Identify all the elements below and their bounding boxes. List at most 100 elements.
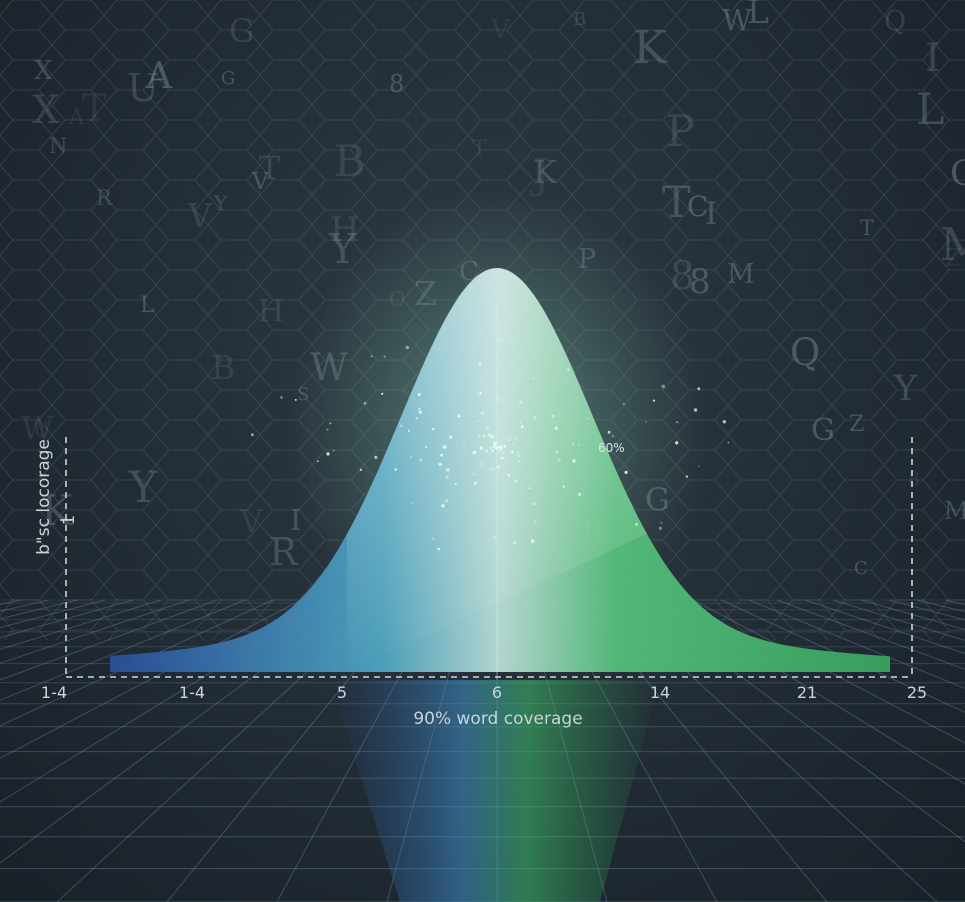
particle — [487, 433, 490, 436]
particle — [623, 403, 625, 405]
background-glyph: U — [127, 66, 159, 110]
particle — [515, 446, 517, 448]
particle — [495, 447, 498, 449]
x-tick-label-7: 25 — [907, 683, 927, 702]
particle — [418, 407, 421, 410]
particle — [493, 443, 496, 446]
particle — [505, 376, 508, 380]
particle — [562, 485, 565, 488]
particle — [503, 444, 507, 448]
background-glyph: G — [811, 413, 835, 448]
particle — [431, 427, 435, 431]
particle — [507, 439, 510, 441]
particle — [507, 473, 511, 477]
particle — [500, 456, 504, 460]
background-glyph: B — [573, 9, 586, 30]
particle — [607, 430, 611, 434]
background-glyph: B — [211, 348, 235, 387]
particle — [383, 355, 386, 358]
particle — [410, 502, 413, 505]
background-glyph: Y — [213, 191, 228, 215]
particle — [480, 411, 485, 415]
curve-highlight — [347, 268, 647, 672]
background-glyph: C — [687, 190, 708, 223]
particle — [517, 452, 519, 454]
axis-frame — [65, 437, 913, 678]
particle — [727, 442, 729, 444]
floor-grid-line — [0, 599, 190, 664]
particle — [554, 426, 558, 430]
particle — [477, 420, 480, 422]
background-glyph: R — [269, 530, 299, 574]
particle — [676, 421, 679, 424]
particle — [431, 537, 435, 540]
particle — [445, 499, 448, 503]
floor-grid-line — [0, 599, 78, 620]
background-glyph: O — [950, 154, 965, 194]
particle — [490, 435, 495, 439]
particle — [449, 435, 453, 439]
particle — [495, 447, 498, 450]
background-glyph: I — [925, 36, 940, 81]
particle — [473, 481, 478, 486]
background-glyph: X — [32, 88, 60, 133]
background-glyph: T — [472, 137, 487, 162]
background-glyph: M — [940, 218, 965, 271]
particle — [326, 428, 329, 431]
particle — [551, 414, 555, 418]
particle — [478, 434, 481, 437]
particle — [294, 398, 297, 401]
particle — [512, 443, 515, 445]
particle — [498, 444, 502, 448]
particle — [332, 449, 335, 452]
background-glyph: T — [82, 87, 107, 130]
particle — [532, 377, 535, 380]
particle — [462, 443, 466, 447]
background-glyph: K — [633, 21, 668, 74]
background-glyph: X — [34, 56, 53, 86]
particle — [446, 468, 450, 472]
particle — [490, 446, 494, 450]
particle — [480, 462, 484, 466]
particle — [410, 455, 413, 458]
y-axis-title: b"sc locorage — [34, 439, 54, 555]
background-glyph: W — [21, 409, 54, 447]
particle — [557, 458, 561, 462]
particle — [661, 384, 665, 389]
particle — [326, 452, 330, 456]
particle — [280, 396, 283, 399]
particle — [437, 547, 441, 551]
floor-grid-line — [720, 599, 965, 713]
particle — [660, 522, 663, 524]
particle — [442, 445, 447, 449]
floor-grid-line — [0, 599, 218, 681]
floor-grid-line — [0, 599, 50, 612]
background-glyph: J — [529, 150, 549, 198]
background-glyph: B — [334, 137, 366, 187]
floor-grid-line — [944, 599, 965, 606]
floor-grid-line — [0, 599, 274, 727]
particle — [697, 465, 700, 468]
particle — [493, 445, 496, 448]
particle — [722, 420, 726, 424]
particle — [517, 454, 521, 458]
particle — [624, 470, 628, 474]
particle — [483, 434, 486, 438]
particle — [634, 522, 639, 526]
floor-grid-line — [860, 599, 965, 630]
particles — [251, 339, 729, 551]
background-glyph: K — [533, 153, 558, 191]
particle — [370, 355, 373, 358]
background-glyph: G — [229, 12, 255, 50]
particle — [491, 449, 494, 453]
particle — [658, 526, 662, 530]
background-glyph: 8 — [670, 254, 695, 299]
particle — [533, 416, 537, 420]
particle — [415, 417, 418, 420]
particle — [489, 434, 493, 438]
background-glyph: 8 — [908, 468, 920, 490]
particle — [528, 487, 531, 489]
particle — [478, 363, 482, 366]
background-glyph: 8 — [689, 262, 711, 302]
